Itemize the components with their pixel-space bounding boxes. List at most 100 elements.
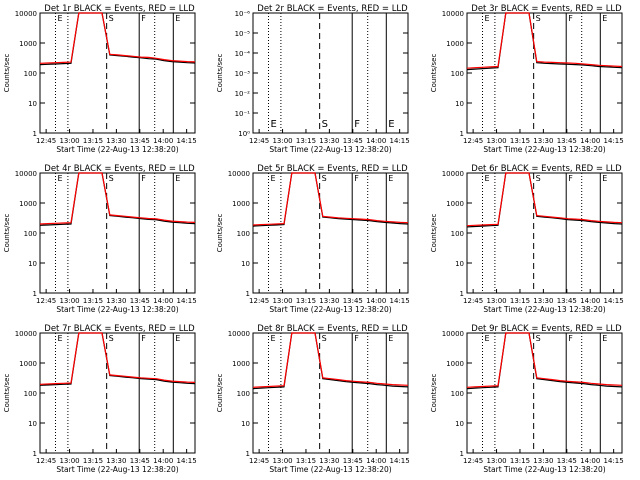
x-tick-label: 14:00 bbox=[580, 137, 600, 145]
series-line-lld bbox=[39, 332, 196, 385]
x-tick-label: 13:30 bbox=[319, 297, 339, 305]
marker-label: E bbox=[485, 14, 490, 23]
x-tick-label: 13:30 bbox=[533, 297, 553, 305]
x-tick-label: 13:00 bbox=[272, 457, 292, 465]
x-tick-label: 14:15 bbox=[390, 297, 410, 305]
y-tick-label: 1 bbox=[460, 130, 464, 138]
y-tick-label: 1 bbox=[460, 450, 464, 458]
x-axis-label: Start Time (22-Aug-13 12:38:20) bbox=[483, 465, 605, 474]
panel-det-5: Det 5r BLACK = Events, RED = LLD 1 10 100 10… bbox=[216, 164, 410, 314]
marker-label: E bbox=[485, 334, 490, 343]
marker-label: F bbox=[568, 14, 573, 23]
x-tick-label: 13:30 bbox=[533, 137, 553, 145]
y-tick-label: 10000 bbox=[228, 170, 250, 178]
series-line-events bbox=[252, 172, 409, 227]
x-tick-label: 13:45 bbox=[557, 297, 577, 305]
series-line-events bbox=[39, 332, 196, 386]
y-tick-label: 100 bbox=[451, 390, 464, 398]
y-tick-label: 10000 bbox=[442, 170, 464, 178]
marker-label: E bbox=[602, 334, 607, 343]
marker-label: S bbox=[536, 174, 541, 183]
x-tick-label: 13:45 bbox=[130, 457, 150, 465]
x-tick-label: 13:00 bbox=[272, 137, 292, 145]
marker-label: F bbox=[354, 334, 359, 343]
x-axis-label: Start Time (22-Aug-13 12:38:20) bbox=[483, 305, 605, 314]
marker-label: F bbox=[354, 119, 360, 130]
x-tick-label: 13:15 bbox=[83, 137, 103, 145]
panel-det-2: Det 2r BLACK = Events, RED = LLD 10⁰ 10⁻¹ 1… bbox=[216, 4, 410, 154]
y-tick-label: 10⁻² bbox=[235, 90, 251, 98]
plot-frame bbox=[39, 12, 196, 134]
series-line-lld bbox=[39, 12, 196, 64]
series-line-events bbox=[466, 12, 623, 71]
x-tick-label: 13:45 bbox=[130, 137, 150, 145]
marker-label: E bbox=[602, 174, 607, 183]
marker-label: E bbox=[175, 14, 180, 23]
marker-label: F bbox=[568, 174, 573, 183]
y-tick-label: 10⁰ bbox=[238, 130, 250, 138]
marker-label: S bbox=[109, 14, 114, 23]
y-tick-label: 10 bbox=[455, 100, 464, 108]
x-tick-label: 12:45 bbox=[249, 457, 269, 465]
y-tick-label: 1 bbox=[33, 290, 37, 298]
x-tick-label: 13:15 bbox=[296, 137, 316, 145]
marker-label: E bbox=[388, 119, 394, 130]
x-axis-label: Start Time (22-Aug-13 12:38:20) bbox=[269, 465, 391, 474]
x-tick-label: 13:15 bbox=[510, 297, 530, 305]
panel-det-7: Det 7r BLACK = Events, RED = LLD 1 10 100 10… bbox=[3, 324, 197, 474]
x-tick-label: 12:45 bbox=[249, 297, 269, 305]
x-tick-label: 13:00 bbox=[486, 457, 506, 465]
y-tick-label: 1 bbox=[246, 450, 250, 458]
plot-frame bbox=[39, 332, 196, 454]
marker-label: E bbox=[58, 174, 63, 183]
x-tick-label: 13:45 bbox=[343, 137, 363, 145]
panel-title: Det 1r BLACK = Events, RED = LLD bbox=[44, 4, 195, 14]
marker-label: F bbox=[141, 174, 146, 183]
x-tick-label: 13:15 bbox=[510, 137, 530, 145]
y-tick-label: 100 bbox=[24, 230, 37, 238]
series-line-lld bbox=[466, 332, 623, 388]
x-tick-label: 12:45 bbox=[249, 137, 269, 145]
x-tick-label: 13:45 bbox=[557, 137, 577, 145]
x-tick-label: 14:15 bbox=[390, 457, 410, 465]
series-line-events bbox=[39, 172, 196, 226]
y-tick-label: 10 bbox=[455, 420, 464, 428]
x-tick-label: 13:30 bbox=[106, 137, 126, 145]
panel-title: Det 6r BLACK = Events, RED = LLD bbox=[471, 164, 622, 174]
plot-frame bbox=[252, 172, 409, 294]
x-tick-label: 13:45 bbox=[343, 457, 363, 465]
y-tick-label: 1000 bbox=[446, 360, 464, 368]
series-line-lld bbox=[252, 172, 409, 226]
y-axis-label: Counts/sec bbox=[3, 214, 11, 253]
y-tick-label: 10000 bbox=[442, 10, 464, 18]
x-tick-label: 13:00 bbox=[486, 297, 506, 305]
marker-label: E bbox=[271, 334, 276, 343]
x-tick-label: 12:45 bbox=[36, 137, 56, 145]
y-tick-label: 10000 bbox=[15, 10, 37, 18]
panel-title: Det 2r BLACK = Events, RED = LLD bbox=[257, 4, 408, 14]
y-tick-label: 100 bbox=[24, 390, 37, 398]
marker-label: E bbox=[388, 334, 393, 343]
marker-label: S bbox=[322, 334, 327, 343]
series-line-events bbox=[39, 12, 196, 66]
y-tick-label: 10 bbox=[28, 420, 37, 428]
y-tick-label: 1000 bbox=[446, 200, 464, 208]
x-tick-label: 13:00 bbox=[272, 297, 292, 305]
series-line-events bbox=[466, 332, 623, 390]
panel-title: Det 5r BLACK = Events, RED = LLD bbox=[257, 164, 408, 174]
y-axis-label: Counts/sec bbox=[216, 54, 224, 93]
x-tick-label: 14:15 bbox=[604, 457, 624, 465]
plot-frame bbox=[252, 12, 409, 134]
y-tick-label: 10000 bbox=[228, 330, 250, 338]
x-tick-label: 14:00 bbox=[153, 297, 173, 305]
x-tick-label: 13:15 bbox=[83, 457, 103, 465]
y-tick-label: 100 bbox=[24, 70, 37, 78]
y-axis-label: Counts/sec bbox=[430, 214, 438, 253]
y-tick-label: 10000 bbox=[15, 330, 37, 338]
y-tick-label: 1000 bbox=[19, 200, 37, 208]
y-tick-label: 10 bbox=[28, 260, 37, 268]
x-tick-label: 12:45 bbox=[463, 457, 483, 465]
marker-label: E bbox=[175, 174, 180, 183]
plot-frame bbox=[466, 332, 623, 454]
y-tick-label: 1000 bbox=[19, 360, 37, 368]
